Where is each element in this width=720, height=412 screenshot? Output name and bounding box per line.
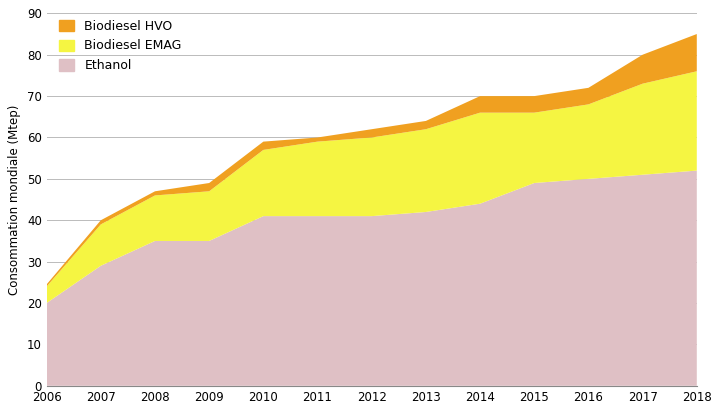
- Legend: Biodiesel HVO, Biodiesel EMAG, Ethanol: Biodiesel HVO, Biodiesel EMAG, Ethanol: [59, 20, 181, 73]
- Y-axis label: Consommation mondiale (Mtep): Consommation mondiale (Mtep): [9, 104, 22, 295]
